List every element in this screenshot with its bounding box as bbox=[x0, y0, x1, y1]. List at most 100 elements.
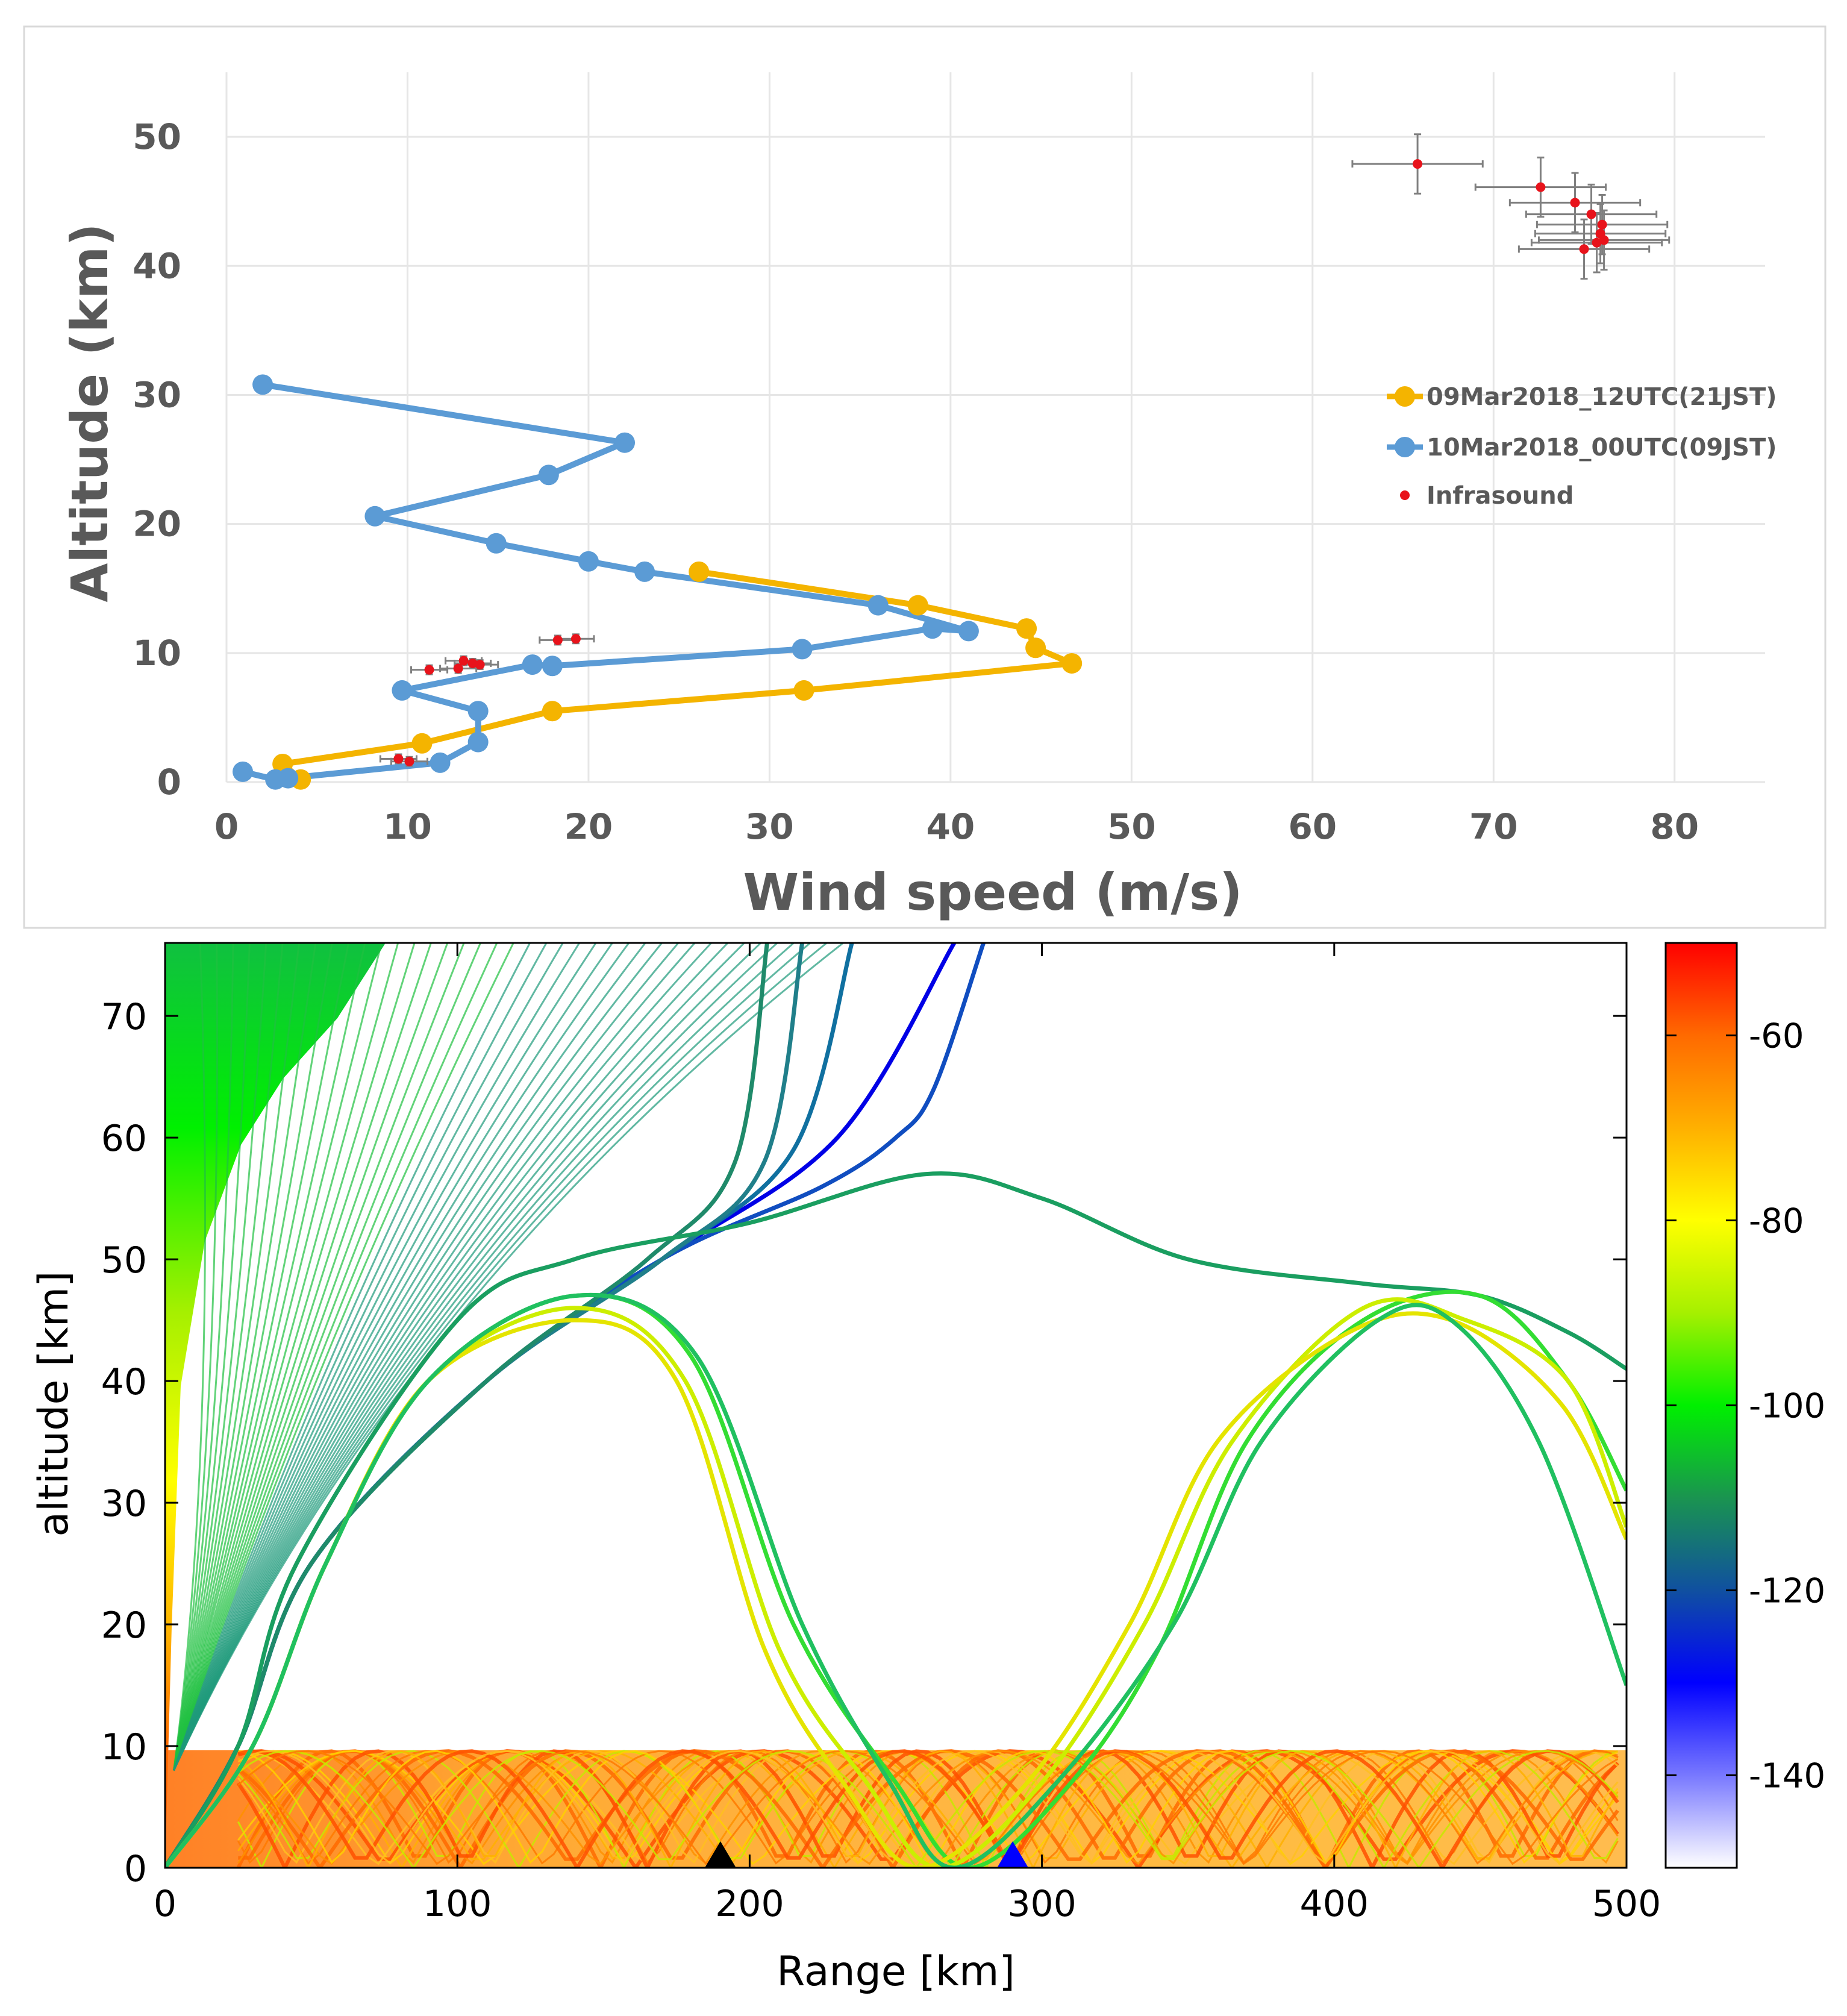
fan-ray-27 bbox=[173, 943, 646, 1771]
series-1-point-13 bbox=[392, 680, 413, 701]
bottom-y-tick-5: 50 bbox=[101, 1239, 147, 1282]
fan-ray-7 bbox=[173, 943, 317, 1771]
series-1-point-16 bbox=[430, 752, 451, 773]
band-ray-10 bbox=[237, 1750, 1618, 1868]
fan-ray-9 bbox=[173, 943, 350, 1771]
top-x-tick-2: 20 bbox=[564, 806, 613, 847]
top-x-tick-4: 40 bbox=[927, 806, 975, 847]
series-0-point-9 bbox=[689, 561, 710, 582]
fan-ray-2 bbox=[173, 943, 234, 1771]
legend-item-10mar: 10Mar2018_00UTC(09JST) bbox=[1387, 434, 1777, 462]
high-ray bbox=[165, 1171, 1627, 1868]
top-y-tick-5: 50 bbox=[133, 116, 181, 157]
legend-item-09mar: 09Mar2018_12UTC(21JST) bbox=[1387, 383, 1777, 411]
legend-item-infrasound: Infrasound bbox=[1400, 482, 1574, 510]
infrasound-point-13 bbox=[475, 660, 485, 670]
infrasound-point-2 bbox=[1570, 198, 1580, 208]
top-y-tick-2: 20 bbox=[133, 504, 181, 545]
series-1-point-19 bbox=[233, 761, 254, 782]
series-1-point-5 bbox=[578, 551, 599, 572]
bottom-y-tick-0: 0 bbox=[124, 1848, 147, 1890]
bottom-x-tick-2: 200 bbox=[715, 1883, 784, 1925]
fan-ray-1 bbox=[173, 943, 219, 1771]
fan-ray-31 bbox=[173, 943, 712, 1771]
colorbar-tick-3: -120 bbox=[1749, 1572, 1825, 1611]
colorbar-tick-2: -100 bbox=[1749, 1387, 1825, 1426]
legend-label-10mar: 10Mar2018_00UTC(09JST) bbox=[1427, 434, 1777, 462]
fan-ray-25 bbox=[173, 943, 613, 1771]
fan-ray-13 bbox=[173, 943, 416, 1771]
top-x-tick-0: 0 bbox=[214, 806, 239, 847]
series-1-point-14 bbox=[467, 701, 489, 722]
series-0-point-7 bbox=[1016, 618, 1037, 639]
colorbar bbox=[1664, 942, 1738, 1869]
bottom-band-rays bbox=[236, 1749, 1619, 1868]
blue-station-marker bbox=[997, 1841, 1029, 1868]
fan-ray-5 bbox=[173, 943, 284, 1771]
band-ray-6 bbox=[237, 1750, 1618, 1868]
series-1-point-7 bbox=[867, 595, 889, 616]
fan-ray-19 bbox=[173, 943, 514, 1771]
infrasound-point-15 bbox=[424, 665, 434, 675]
infrasound-point-17 bbox=[404, 756, 414, 766]
series-1-point-10 bbox=[792, 639, 813, 660]
fan-ray-3 bbox=[173, 943, 251, 1771]
bottom-x-tick-0: 0 bbox=[154, 1883, 177, 1925]
top-y-tick-1: 10 bbox=[133, 633, 181, 674]
colorbar-tick-1: -80 bbox=[1749, 1202, 1804, 1241]
series-0-point-5 bbox=[1061, 653, 1083, 674]
bottom-fan-rays bbox=[173, 943, 844, 1771]
legend-label-infrasound: Infrasound bbox=[1427, 482, 1574, 510]
top-legend: 09Mar2018_12UTC(21JST) 10Mar2018_00UTC(0… bbox=[1387, 383, 1777, 510]
fan-ray-18 bbox=[173, 943, 498, 1771]
series-1-point-2 bbox=[538, 465, 559, 486]
fan-ray-22 bbox=[173, 943, 564, 1771]
fan-ray-30 bbox=[173, 943, 696, 1771]
series-0-point-3 bbox=[542, 701, 563, 722]
series-1-point-9 bbox=[922, 618, 943, 639]
bottom-y-tick-1: 10 bbox=[101, 1726, 147, 1768]
fan-ray-4 bbox=[173, 943, 267, 1771]
fan-ray-29 bbox=[173, 943, 680, 1771]
colorbar-tick-labels: -60 -80 -100 -120 -140 bbox=[1666, 1017, 1825, 1796]
fan-ray-26 bbox=[173, 943, 630, 1771]
bottom-station-markers bbox=[704, 1841, 1029, 1868]
series-0-point-6 bbox=[1025, 637, 1046, 659]
top-x-tick-3: 30 bbox=[745, 806, 794, 847]
bottom-x-tick-4: 400 bbox=[1300, 1883, 1369, 1925]
top-x-tick-6: 60 bbox=[1288, 806, 1337, 847]
escaping-ray-2 bbox=[165, 943, 986, 1868]
bottom-y-tick-6: 60 bbox=[101, 1118, 147, 1160]
band-ray-21 bbox=[237, 1750, 1619, 1865]
top-chart-grid bbox=[225, 72, 1765, 783]
top-y-axis-label: Altitude (km) bbox=[60, 223, 119, 602]
series-1-point-6 bbox=[634, 561, 655, 582]
series-0-point-4 bbox=[793, 680, 814, 701]
bottom-y-tick-2: 20 bbox=[101, 1604, 147, 1647]
bottom-x-tick-1: 100 bbox=[423, 1883, 492, 1925]
top-x-axis-label: Wind speed (m/s) bbox=[743, 863, 1242, 922]
top-x-tick-5: 50 bbox=[1107, 806, 1156, 847]
series-1-point-4 bbox=[486, 533, 507, 554]
band-ray-20 bbox=[237, 1749, 1619, 1868]
top-chart-points bbox=[233, 159, 1609, 790]
infrasound-point-11 bbox=[458, 656, 469, 666]
series-1-point-15 bbox=[467, 731, 489, 753]
legend-label-09mar: 09Mar2018_12UTC(21JST) bbox=[1427, 383, 1777, 411]
infrasound-point-14 bbox=[453, 663, 463, 674]
colorbar-tick-4: -140 bbox=[1749, 1757, 1825, 1796]
infrasound-point-12 bbox=[467, 658, 478, 668]
bottom-y-axis-label: altitude [km] bbox=[30, 1271, 78, 1536]
bottom-chart-tick-labels: 0 100 200 300 400 500 0 10 20 30 40 50 60 70 bbox=[101, 943, 1661, 1925]
top-y-tick-3: 30 bbox=[133, 374, 181, 415]
fan-ray-16 bbox=[173, 943, 465, 1771]
strato-ray-4 bbox=[165, 1292, 1627, 1868]
series-1-point-18 bbox=[265, 769, 286, 790]
series-1-point-11 bbox=[542, 656, 563, 677]
series-1-point-0 bbox=[252, 374, 273, 395]
series-1-point-3 bbox=[364, 506, 386, 527]
fan-ray-20 bbox=[173, 943, 531, 1771]
bottom-y-tick-3: 30 bbox=[101, 1483, 147, 1525]
infrasound-point-6 bbox=[1599, 235, 1609, 245]
